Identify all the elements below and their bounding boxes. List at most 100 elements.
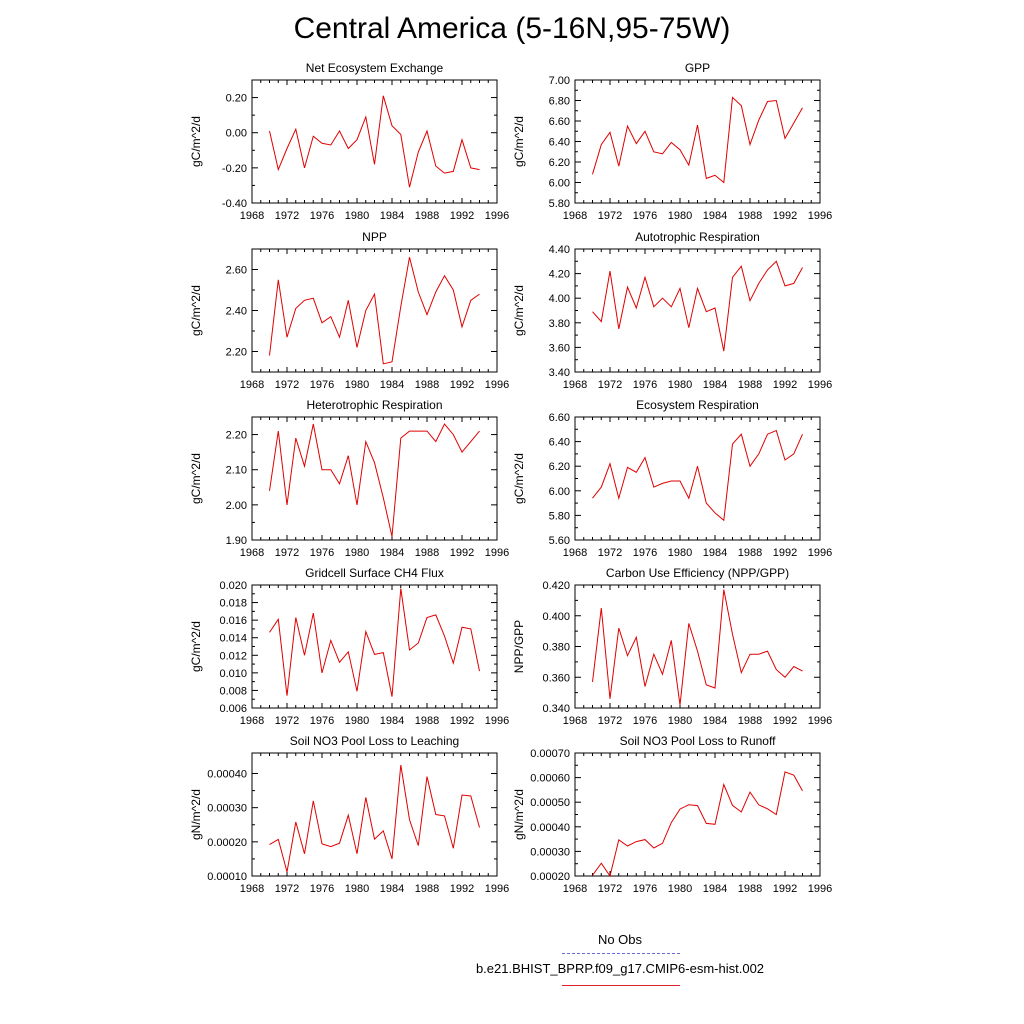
series-line — [592, 429, 803, 522]
panel-title: Soil NO3 Pool Loss to Runoff — [620, 734, 777, 748]
y-axis-label: NPP/GPP — [512, 620, 526, 673]
chart-panel-4: Autotrophic Respiration gC/m^2/d 1968 1972 1… — [512, 230, 832, 391]
x-tick-label: 1996 — [485, 883, 509, 895]
x-tick-label: 1988 — [415, 379, 439, 391]
chart-panel-10: Soil NO3 Pool Loss to Runoff gN/m^2/d 1968… — [512, 734, 832, 895]
panel-title: Autotrophic Respiration — [635, 230, 760, 244]
y-axis-label: gC/m^2/d — [189, 621, 203, 672]
x-tick-label: 1996 — [808, 379, 832, 391]
x-tick-label: 1976 — [633, 883, 657, 895]
series-line — [592, 771, 803, 878]
plot-frame — [251, 248, 498, 373]
plot-frame — [574, 752, 821, 877]
panel-title: GPP — [685, 61, 710, 75]
x-tick-label: 1996 — [485, 547, 509, 559]
y-axis-label: gC/m^2/d — [189, 453, 203, 504]
y-tick-label: 3.40 — [549, 367, 570, 379]
x-tick-label: 1972 — [275, 883, 299, 895]
y-tick-label: 0.20 — [226, 93, 247, 105]
x-tick-label: 1996 — [485, 210, 509, 222]
y-tick-label: 2.60 — [226, 265, 247, 277]
y-tick-label: 0.00070 — [530, 748, 570, 760]
series-line — [269, 423, 480, 537]
x-tick-label: 1984 — [703, 715, 727, 727]
series-line — [592, 260, 803, 352]
plot-frame — [251, 584, 498, 709]
y-tick-label: 3.80 — [549, 318, 570, 330]
y-tick-label: 6.40 — [549, 137, 570, 149]
chart-panel-5: Heterotrophic Respiration gC/m^2/d 1968 197… — [189, 398, 509, 559]
x-tick-label: 1992 — [450, 715, 474, 727]
x-tick-label: 1968 — [563, 715, 587, 727]
x-tick-label: 1972 — [275, 715, 299, 727]
x-tick-label: 1984 — [703, 379, 727, 391]
y-tick-label: 6.20 — [549, 157, 570, 169]
y-tick-label: 6.00 — [549, 486, 570, 498]
y-tick-label: 2.20 — [226, 430, 247, 442]
x-tick-label: 1996 — [808, 210, 832, 222]
x-tick-label: 1992 — [773, 715, 797, 727]
x-tick-label: 1996 — [485, 379, 509, 391]
y-axis-label: gC/m^2/d — [512, 453, 526, 504]
x-tick-label: 1976 — [633, 210, 657, 222]
x-tick-label: 1992 — [450, 210, 474, 222]
x-tick-label: 1968 — [563, 379, 587, 391]
y-tick-label: 0.00 — [226, 128, 247, 140]
y-tick-label: 0.420 — [542, 580, 570, 592]
y-tick-label: 6.80 — [549, 96, 570, 108]
panel-title: Soil NO3 Pool Loss to Leaching — [290, 734, 459, 748]
y-tick-label: 6.00 — [549, 178, 570, 190]
y-axis-label: gN/m^2/d — [512, 789, 526, 840]
panel-title: Carbon Use Efficiency (NPP/GPP) — [606, 566, 789, 580]
y-tick-label: 0.00050 — [530, 797, 570, 809]
y-tick-label: 0.00030 — [207, 803, 247, 815]
chart-panel-3: NPP gC/m^2/d 1968 1972 1976 1980 1984 1988 1992 1… — [189, 230, 509, 391]
plot-frame — [574, 79, 821, 204]
x-tick-label: 1992 — [773, 379, 797, 391]
y-tick-label: 2.20 — [226, 347, 247, 359]
y-tick-label: 3.60 — [549, 342, 570, 354]
x-tick-label: 1972 — [598, 883, 622, 895]
x-tick-label: 1976 — [633, 715, 657, 727]
y-tick-label: 0.014 — [219, 633, 247, 645]
x-tick-label: 1988 — [738, 715, 762, 727]
x-tick-label: 1968 — [240, 210, 264, 222]
legend-case-label: b.e21.BHIST_BPRP.f09_g17.CMIP6-esm-hist.… — [475, 961, 765, 976]
chart-panel-9: Soil NO3 Pool Loss to Leaching gN/m^2/d 19… — [189, 734, 509, 895]
y-tick-label: 0.020 — [219, 580, 247, 592]
x-tick-label: 1988 — [738, 379, 762, 391]
panel-title: Net Ecosystem Exchange — [306, 61, 444, 75]
plot-frame — [574, 584, 821, 709]
x-tick-label: 1972 — [598, 715, 622, 727]
x-tick-label: 1968 — [563, 547, 587, 559]
x-tick-label: 1968 — [240, 715, 264, 727]
x-tick-label: 1980 — [668, 547, 692, 559]
y-tick-label: 0.00020 — [207, 837, 247, 849]
x-tick-label: 1984 — [380, 883, 404, 895]
y-tick-label: 5.80 — [549, 510, 570, 522]
x-tick-label: 1992 — [773, 547, 797, 559]
x-tick-label: 1968 — [240, 883, 264, 895]
y-tick-label: 4.20 — [549, 269, 570, 281]
figure-title: Central America (5-16N,95-75W) — [293, 12, 731, 45]
x-tick-label: 1976 — [633, 379, 657, 391]
y-tick-label: 5.80 — [549, 198, 570, 210]
x-tick-label: 1976 — [310, 379, 334, 391]
y-axis-label: gC/m^2/d — [189, 116, 203, 167]
legend-case-line — [562, 985, 680, 986]
y-tick-label: -0.40 — [222, 198, 247, 210]
x-tick-label: 1976 — [310, 883, 334, 895]
plot-frame — [251, 79, 498, 204]
x-tick-label: 1968 — [563, 883, 587, 895]
panel-title: Gridcell Surface CH4 Flux — [305, 566, 444, 580]
y-tick-label: 6.40 — [549, 437, 570, 449]
y-tick-label: 2.00 — [226, 500, 247, 512]
x-tick-label: 1980 — [668, 210, 692, 222]
y-axis-label: gN/m^2/d — [189, 789, 203, 840]
x-tick-label: 1996 — [808, 883, 832, 895]
x-tick-label: 1996 — [808, 715, 832, 727]
x-tick-label: 1984 — [380, 715, 404, 727]
chart-panel-1: Net Ecosystem Exchange gC/m^2/d 1968 1972 19… — [189, 61, 509, 222]
y-tick-label: 0.018 — [219, 598, 247, 610]
x-tick-label: 1968 — [240, 379, 264, 391]
